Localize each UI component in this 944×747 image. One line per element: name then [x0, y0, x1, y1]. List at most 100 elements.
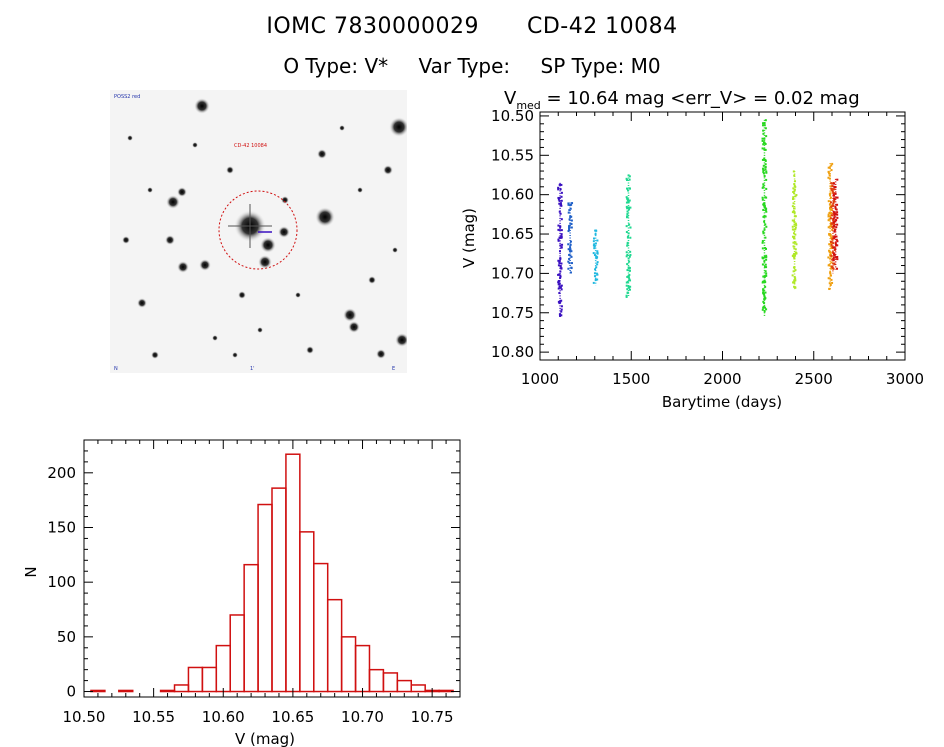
- lc-point: [791, 274, 794, 277]
- lc-point: [568, 257, 571, 260]
- lc-point: [836, 203, 839, 206]
- lc-point: [834, 242, 837, 245]
- lc-point: [792, 241, 795, 244]
- lc-point: [835, 196, 838, 199]
- lc-point: [829, 225, 832, 228]
- lc-point: [792, 266, 795, 269]
- lc-point: [592, 281, 595, 284]
- lc-series: [557, 182, 564, 317]
- lc-point: [829, 201, 832, 204]
- lc-point: [833, 235, 836, 238]
- lc-point: [830, 182, 833, 185]
- lc-point: [834, 192, 837, 195]
- lc-point: [832, 259, 835, 262]
- lc-xtick-label: 2500: [795, 370, 833, 388]
- lc-point: [792, 232, 795, 235]
- lc-point: [569, 207, 572, 210]
- lc-point: [593, 247, 596, 250]
- lc-point: [827, 170, 830, 173]
- lc-point: [794, 233, 797, 236]
- lc-point: [794, 195, 797, 198]
- lc-point: [831, 281, 834, 284]
- lc-point: [765, 274, 768, 277]
- lc-point: [762, 230, 765, 233]
- lc-point: [830, 205, 833, 208]
- lc-point: [765, 272, 768, 275]
- lc-point: [763, 175, 766, 178]
- lc-point: [596, 250, 599, 253]
- lc-point: [558, 202, 561, 205]
- lc-point: [557, 224, 560, 227]
- lc-point: [793, 247, 796, 250]
- lc-point: [795, 243, 798, 246]
- lc-point: [793, 223, 796, 226]
- lc-point: [557, 196, 560, 199]
- lc-point: [567, 203, 570, 206]
- lc-point: [625, 187, 628, 190]
- lc-point: [791, 235, 794, 238]
- lc-ytick-label: 10.80: [491, 343, 534, 361]
- lc-point: [830, 243, 833, 246]
- lc-point: [568, 209, 571, 212]
- lc-point: [627, 276, 630, 279]
- lc-point: [567, 260, 570, 263]
- lc-point: [831, 265, 834, 268]
- lc-point: [625, 201, 628, 204]
- lc-point: [827, 200, 830, 203]
- lc-point: [827, 256, 830, 259]
- lc-point: [761, 167, 764, 170]
- lc-point: [827, 213, 830, 216]
- lc-point: [792, 254, 795, 257]
- lc-point: [593, 237, 596, 240]
- lc-point: [833, 225, 836, 228]
- lc-point: [571, 202, 574, 205]
- lc-point: [567, 267, 570, 270]
- lc-point: [761, 240, 764, 243]
- lc-point: [836, 216, 839, 219]
- lc-point: [832, 194, 835, 197]
- lc-point: [795, 252, 798, 255]
- sky-stars: [122, 98, 407, 359]
- lc-point: [596, 273, 599, 276]
- lc-point: [833, 199, 836, 202]
- lc-point: [559, 226, 562, 229]
- lc-point: [628, 255, 631, 258]
- lc-point: [829, 251, 832, 254]
- lc-point: [827, 226, 830, 229]
- lc-point: [628, 266, 631, 269]
- lc-point: [627, 285, 630, 288]
- lc-series: [567, 202, 574, 274]
- lc-point: [831, 251, 834, 254]
- lc-point: [762, 300, 765, 303]
- lc-point: [625, 294, 628, 297]
- lc-point: [792, 210, 795, 213]
- lc-point: [558, 292, 561, 295]
- lc-point: [560, 229, 563, 232]
- lc-point: [828, 211, 831, 214]
- lc-point: [765, 256, 768, 259]
- lc-point: [557, 273, 560, 276]
- lc-point: [627, 266, 630, 269]
- lc-point: [560, 199, 563, 202]
- lc-point: [626, 213, 629, 216]
- lc-point: [762, 291, 765, 294]
- lc-point: [827, 219, 830, 222]
- lc-point: [627, 257, 630, 260]
- lc-point: [558, 183, 561, 186]
- lc-point: [830, 242, 833, 245]
- lc-point: [595, 257, 598, 260]
- lc-point: [831, 188, 834, 191]
- lc-xtick-label: 2000: [703, 370, 741, 388]
- lc-point: [761, 263, 764, 266]
- lc-point: [568, 218, 571, 221]
- lc-point: [763, 220, 766, 223]
- lc-point: [764, 159, 767, 162]
- lc-point: [836, 211, 839, 214]
- lc-point: [793, 189, 796, 192]
- lc-point: [593, 254, 596, 257]
- lc-point: [629, 279, 632, 282]
- lc-point: [831, 258, 834, 261]
- lc-frame: [539, 111, 906, 361]
- lc-point: [795, 224, 798, 227]
- lc-xtick-label: 1500: [612, 370, 650, 388]
